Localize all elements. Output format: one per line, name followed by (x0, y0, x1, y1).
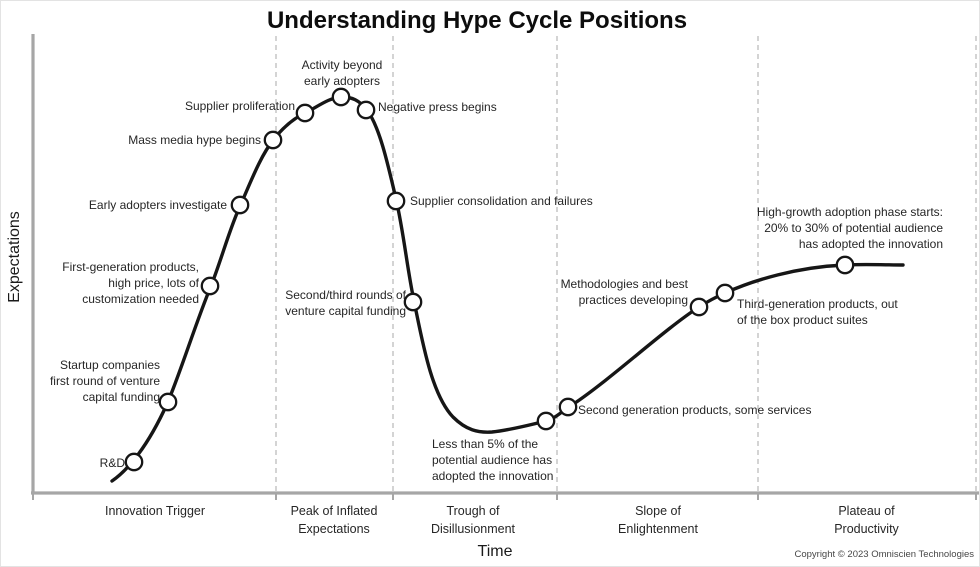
milestone-label-rd: R&D (99, 456, 125, 470)
point-second-third-rounds (403, 292, 423, 312)
point-methodologies (689, 297, 709, 317)
milestone-label-first-generation: First-generation products, high price, l… (62, 260, 199, 306)
phase-gridlines (275, 36, 977, 491)
milestone-label-early-adopters: Early adopters investigate (88, 198, 227, 212)
point-supplier-proliferation (295, 103, 315, 123)
hype-curve (110, 95, 905, 483)
point-trough-exit (536, 411, 556, 431)
point-high-growth (835, 255, 855, 275)
phase-label-slope: Slope of Enlightenment (618, 504, 698, 536)
milestone-label-methodologies: Methodologies and best practices develop… (560, 277, 688, 307)
x-axis-label: Time (477, 543, 513, 560)
point-first-generation (200, 276, 220, 296)
point-activity-beyond (331, 87, 351, 107)
x-axis-ticks (32, 493, 977, 500)
point-second-generation (558, 397, 578, 417)
milestone-label-mass-media: Mass media hype begins (128, 133, 261, 147)
milestone-label-startup-funding: Startup companies first round of venture… (49, 358, 160, 404)
point-rd (124, 452, 144, 472)
point-supplier-consolidation (386, 191, 406, 211)
phase-label-trough: Trough of Disillusionment (430, 504, 516, 536)
y-axis-label: Expectations (6, 211, 23, 303)
copyright-notice: Copyright © 2023 Omniscien Technologies (794, 549, 974, 560)
milestone-label-less-than-5pct: Less than 5% of the potential audience h… (432, 437, 554, 483)
phase-label-innovation-trigger: Innovation Trigger (104, 504, 206, 518)
milestone-label-high-growth: High-growth adoption phase starts: 20% t… (756, 205, 943, 251)
phase-label-peak: Peak of Inflated Expectations (290, 504, 378, 536)
point-early-adopters (230, 195, 250, 215)
milestone-label-second-generation: Second generation products, some service… (578, 403, 812, 417)
milestone-label-negative-press: Negative press begins (378, 100, 497, 114)
point-negative-press (356, 100, 376, 120)
point-mass-media (263, 130, 283, 150)
milestone-markers (124, 87, 855, 472)
point-third-generation (715, 283, 735, 303)
point-startup-funding (158, 392, 178, 412)
milestone-label-supplier-consolidation: Supplier consolidation and failures (410, 194, 593, 208)
milestone-label-second-third-rounds: Second/third rounds of venture capital f… (285, 288, 406, 318)
chart-title: Understanding Hype Cycle Positions (266, 7, 688, 34)
phase-label-plateau: Plateau of Productivity (834, 504, 899, 536)
milestone-label-activity-beyond: Activity beyond early adopters (301, 58, 383, 88)
milestone-label-third-generation: Third-generation products, out of the bo… (737, 297, 898, 327)
milestone-label-supplier-proliferation: Supplier proliferation (184, 99, 295, 113)
